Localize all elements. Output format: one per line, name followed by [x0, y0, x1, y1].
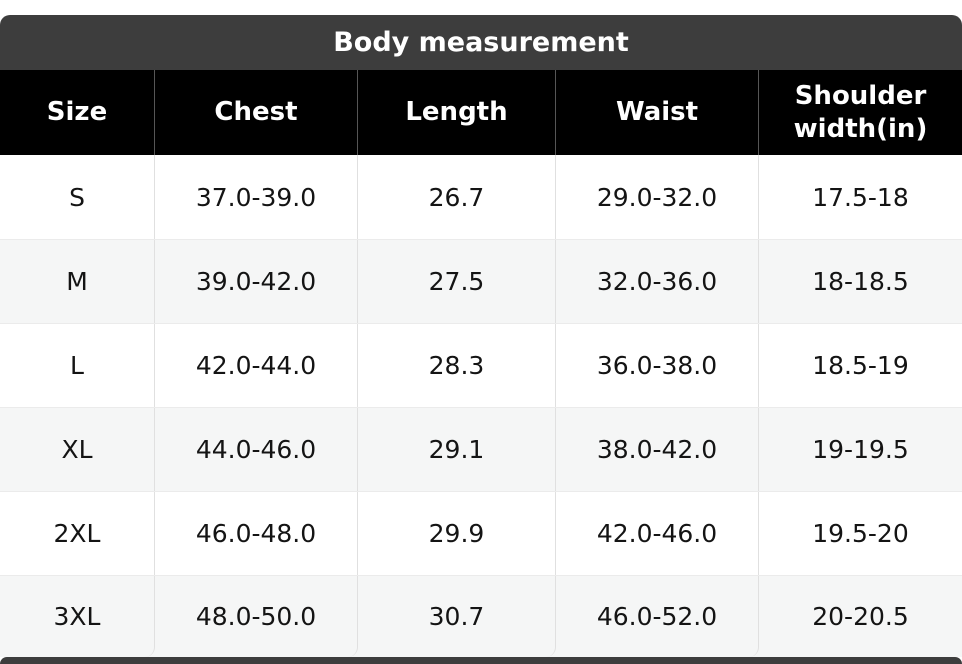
- cell-chest: 42.0-44.0: [155, 324, 358, 407]
- table-row-s: S 37.0-39.0 26.7 29.0-32.0 17.5-18: [0, 155, 962, 239]
- cell-length: 26.7: [358, 155, 556, 239]
- cell-size: M: [0, 240, 155, 323]
- cell-waist: 36.0-38.0: [556, 324, 759, 407]
- cell-chest: 37.0-39.0: [155, 155, 358, 239]
- cell-waist: 42.0-46.0: [556, 492, 759, 575]
- cell-size: L: [0, 324, 155, 407]
- cell-waist: 38.0-42.0: [556, 408, 759, 491]
- column-header-size: Size: [0, 70, 155, 155]
- cell-waist: 32.0-36.0: [556, 240, 759, 323]
- cell-shoulder-width: 20-20.5: [812, 602, 909, 631]
- table-title: Body measurement: [333, 27, 629, 58]
- cell-size: 2XL: [0, 492, 155, 575]
- cell-shoulder-width: 19-19.5: [812, 435, 909, 464]
- cell-shoulder-width: 18.5-19: [812, 351, 909, 380]
- cell-chest: 39.0-42.0: [155, 240, 358, 323]
- cell-waist: 46.0-52.0: [556, 576, 759, 657]
- cell-length: 29.1: [358, 408, 556, 491]
- cell-chest: 46.0-48.0: [155, 492, 358, 575]
- table-row-2xl: 2XL 46.0-48.0 29.9 42.0-46.0 19.5-20: [0, 491, 962, 575]
- column-header-waist: Waist: [556, 70, 759, 155]
- cell-length: 29.9: [358, 492, 556, 575]
- size-chart-table: Body measurement Size Chest Length Waist…: [0, 15, 962, 657]
- cell-size: 3XL: [0, 576, 155, 657]
- column-header-length: Length: [358, 70, 556, 155]
- cell-shoulder-width: 17.5-18: [812, 182, 909, 212]
- cell-length: 30.7: [358, 576, 556, 657]
- table-row-l: L 42.0-44.0 28.3 36.0-38.0 18.5-19: [0, 323, 962, 407]
- cell-chest: 44.0-46.0: [155, 408, 358, 491]
- column-header-shoulder-width: Shoulder width(in): [793, 81, 928, 144]
- cell-waist: 29.0-32.0: [556, 155, 759, 239]
- cell-size: S: [0, 155, 155, 239]
- table-title-bar: Body measurement: [0, 15, 962, 70]
- column-header-chest: Chest: [155, 70, 358, 155]
- table-header-row: Size Chest Length Waist Shoulder width(i…: [0, 70, 962, 155]
- cell-shoulder-width: 18-18.5: [812, 267, 909, 296]
- table-row-m: M 39.0-42.0 27.5 32.0-36.0 18-18.5: [0, 239, 962, 323]
- cell-length: 28.3: [358, 324, 556, 407]
- table-row-3xl: 3XL 48.0-50.0 30.7 46.0-52.0 20-20.5: [0, 575, 962, 657]
- cell-length: 27.5: [358, 240, 556, 323]
- cell-shoulder-width: 19.5-20: [812, 519, 909, 548]
- next-section-title-bar-partial: [0, 657, 962, 664]
- cell-size: XL: [0, 408, 155, 491]
- cell-chest: 48.0-50.0: [155, 576, 358, 657]
- table-row-xl: XL 44.0-46.0 29.1 38.0-42.0 19-19.5: [0, 407, 962, 491]
